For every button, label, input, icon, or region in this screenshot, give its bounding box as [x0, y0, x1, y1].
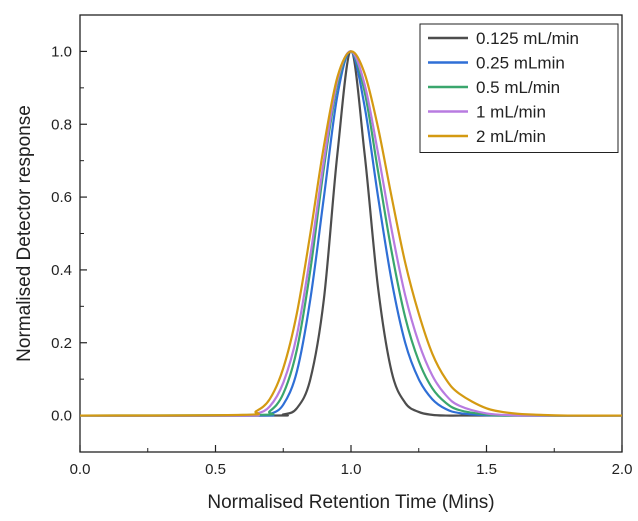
series-line-0: [79, 50, 622, 417]
legend-label: 0.125 mL/min: [476, 29, 579, 48]
x-axis-title: Normalised Retention Time (Mins): [207, 492, 494, 513]
legend-label: 0.5 mL/min: [476, 78, 560, 97]
legend-label: 2 mL/min: [476, 127, 546, 146]
x-tick-label: 2.0: [612, 461, 633, 478]
y-tick-label: 0.4: [51, 262, 72, 279]
series-line-4: [79, 50, 623, 417]
y-tick-label: 0.8: [51, 116, 72, 133]
y-tick-label: 1.0: [51, 43, 72, 60]
series-line-1: [79, 50, 623, 417]
x-tick-label: 0.5: [205, 461, 226, 478]
legend-label: 1 mL/min: [476, 103, 546, 122]
y-tick-label: 0.0: [51, 408, 72, 425]
legend-box: [419, 23, 619, 153]
series-line-2: [79, 50, 623, 417]
x-tick-label: 0.0: [70, 461, 91, 478]
series-line-3: [79, 50, 623, 417]
y-axis-title: Normalised Detector response: [14, 105, 35, 362]
x-tick-label: 1.0: [341, 461, 362, 478]
y-tick-label: 0.6: [51, 189, 72, 206]
legend-label: 0.25 mLmin: [476, 54, 565, 73]
y-tick-label: 0.2: [51, 335, 72, 352]
x-tick-label: 1.5: [476, 461, 497, 478]
